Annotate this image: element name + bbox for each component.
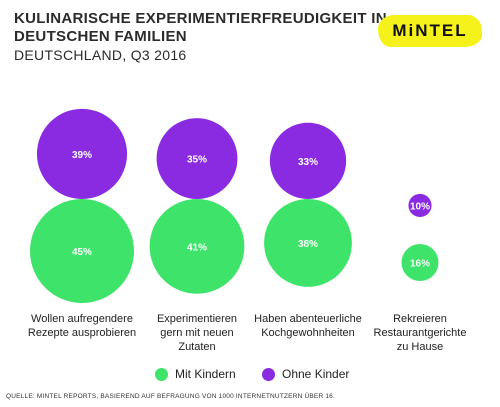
legend-label-ohne-kinder: Ohne Kinder bbox=[282, 367, 350, 381]
bubble-ohne-kinder-4 bbox=[408, 193, 432, 217]
category-label-2: Experimentieren gern mit neuen Zutaten bbox=[156, 313, 238, 353]
data-label-mit-kindern-2: 41% bbox=[187, 242, 207, 253]
data-label-mit-kindern-1: 45% bbox=[72, 247, 92, 258]
legend-label-mit-kindern: Mit Kindern bbox=[175, 367, 236, 381]
category-label-1: Wollen aufregendere Rezepte ausprobieren bbox=[27, 313, 137, 339]
legend-swatch-mit-kindern bbox=[155, 368, 168, 381]
data-label-ohne-kinder-4: 10% bbox=[410, 201, 430, 212]
source-note: QUELLE: MINTEL REPORTS, BASIEREND AUF BE… bbox=[6, 393, 335, 400]
bubble-mit-kindern-4 bbox=[401, 244, 439, 281]
bubble-ohne-kinder-3 bbox=[269, 122, 347, 199]
data-label-ohne-kinder-2: 35% bbox=[187, 155, 207, 166]
data-label-ohne-kinder-1: 39% bbox=[72, 150, 92, 161]
data-label-mit-kindern-4: 16% bbox=[410, 258, 430, 269]
data-label-ohne-kinder-3: 33% bbox=[298, 157, 318, 168]
category-label-4: Rekreieren Restaurantgerichte zu Hause bbox=[373, 313, 467, 353]
legend: Mit Kindern Ohne Kinder bbox=[0, 366, 500, 386]
chart-title: KULINARISCHE EXPERIMENTIERFREUDIGKEIT IN… bbox=[14, 10, 387, 45]
legend-swatch-ohne-kinder bbox=[262, 368, 275, 381]
bubble-ohne-kinder-2 bbox=[156, 118, 238, 199]
bubble-ohne-kinder-1 bbox=[36, 108, 128, 199]
category-label-3: Haben abenteuerliche Kochgewohnheiten bbox=[254, 313, 362, 339]
mintel-logo: MiNTEL bbox=[378, 12, 482, 52]
bubble-mit-kindern-3 bbox=[264, 199, 352, 287]
bubble-mit-kindern-2 bbox=[149, 199, 245, 294]
data-label-mit-kindern-3: 38% bbox=[298, 239, 318, 250]
logo-background bbox=[378, 15, 482, 47]
chart-subtitle: DEUTSCHLAND, Q3 2016 bbox=[14, 47, 187, 63]
logo-text: MiNTEL bbox=[392, 21, 468, 40]
bubble-mit-kindern-1 bbox=[30, 199, 134, 303]
